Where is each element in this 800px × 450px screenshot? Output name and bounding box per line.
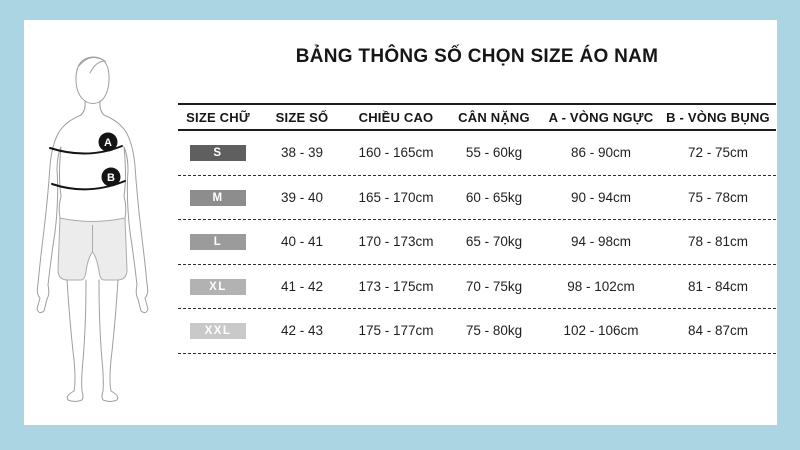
table-cell: 72 - 75cm bbox=[687, 145, 749, 161]
table-row-xl: XL 41 - 42 173 - 175cm 70 - 75kg 98 - 10… bbox=[178, 265, 776, 309]
table-cell: 90 - 94cm bbox=[570, 189, 632, 205]
table-cell: 170 - 173cm bbox=[358, 234, 434, 250]
table-cell: 98 - 102cm bbox=[567, 278, 635, 294]
table-cell: 75 - 80kg bbox=[465, 323, 523, 339]
table-cell: 94 - 98cm bbox=[570, 234, 632, 250]
table-header-row: SIZE CHỮ SIZE SỐ CHIỀU CAO CÂN NẶNG A - … bbox=[178, 103, 776, 131]
column-header-vong-bung: B - VÒNG BỤNG bbox=[666, 109, 770, 125]
table-row-m: M 39 - 40 165 - 170cm 60 - 65kg 90 - 94c… bbox=[178, 176, 776, 220]
table-cell: 78 - 81cm bbox=[687, 234, 749, 250]
marker-b-badge: B bbox=[101, 167, 121, 187]
table-cell: 86 - 90cm bbox=[570, 145, 632, 161]
table-cell: 41 - 42 bbox=[280, 278, 324, 294]
table-cell: 75 - 78cm bbox=[687, 189, 749, 205]
male-silhouette-illustration: A B bbox=[36, 56, 149, 402]
marker-a-label: A bbox=[104, 137, 112, 149]
column-header-size-chu: SIZE CHỮ bbox=[186, 109, 250, 125]
size-table: SIZE CHỮ SIZE SỐ CHIỀU CAO CÂN NẶNG A - … bbox=[178, 103, 776, 354]
table-cell: 173 - 175cm bbox=[358, 278, 434, 294]
table-cell: 55 - 60kg bbox=[465, 145, 523, 161]
table-cell: 42 - 43 bbox=[280, 323, 324, 339]
table-cell: 60 - 65kg bbox=[465, 189, 523, 205]
size-badge: XL bbox=[190, 278, 246, 295]
size-badge: L bbox=[190, 234, 246, 251]
table-cell: 160 - 165cm bbox=[358, 145, 434, 161]
table-cell: 102 - 106cm bbox=[563, 323, 639, 339]
table-cell: 165 - 170cm bbox=[358, 189, 434, 205]
body-measurement-figure: A B bbox=[30, 48, 170, 408]
column-header-can-nang: CÂN NẶNG bbox=[458, 109, 530, 125]
waist-measure-line bbox=[51, 180, 126, 191]
table-cell: 84 - 87cm bbox=[687, 323, 749, 339]
table-row-s: S 38 - 39 160 - 165cm 55 - 60kg 86 - 90c… bbox=[178, 131, 776, 176]
table-cell: 38 - 39 bbox=[280, 145, 324, 161]
table-cell: 81 - 84cm bbox=[687, 278, 749, 294]
table-row-xxl: XXL 42 - 43 175 - 177cm 75 - 80kg 102 - … bbox=[178, 309, 776, 354]
page-title: BẢNG THÔNG SỐ CHỌN SIZE ÁO NAM bbox=[295, 46, 659, 67]
column-header-vong-nguc: A - VÒNG NGỰC bbox=[548, 109, 654, 125]
table-cell: 40 - 41 bbox=[280, 234, 324, 250]
size-badge: M bbox=[190, 189, 246, 206]
table-cell: 175 - 177cm bbox=[358, 323, 434, 339]
content-panel: A B BẢNG THÔNG SỐ CHỌN SIZE ÁO NAM SIZE … bbox=[24, 20, 777, 425]
table-cell: 39 - 40 bbox=[280, 189, 324, 205]
table-cell: 65 - 70kg bbox=[465, 234, 523, 250]
figure-hair bbox=[78, 56, 107, 74]
figure-shorts bbox=[57, 217, 128, 281]
chest-measure-line bbox=[49, 145, 123, 155]
marker-b-label: B bbox=[107, 172, 115, 184]
column-header-chieu-cao: CHIỀU CAO bbox=[358, 109, 434, 125]
size-badge: XXL bbox=[190, 323, 246, 340]
table-cell: 70 - 75kg bbox=[465, 278, 523, 294]
table-row-l: L 40 - 41 170 - 173cm 65 - 70kg 94 - 98c… bbox=[178, 220, 776, 265]
size-badge: S bbox=[190, 145, 246, 162]
column-header-size-so: SIZE SỐ bbox=[275, 109, 329, 125]
marker-a-badge: A bbox=[98, 132, 118, 152]
